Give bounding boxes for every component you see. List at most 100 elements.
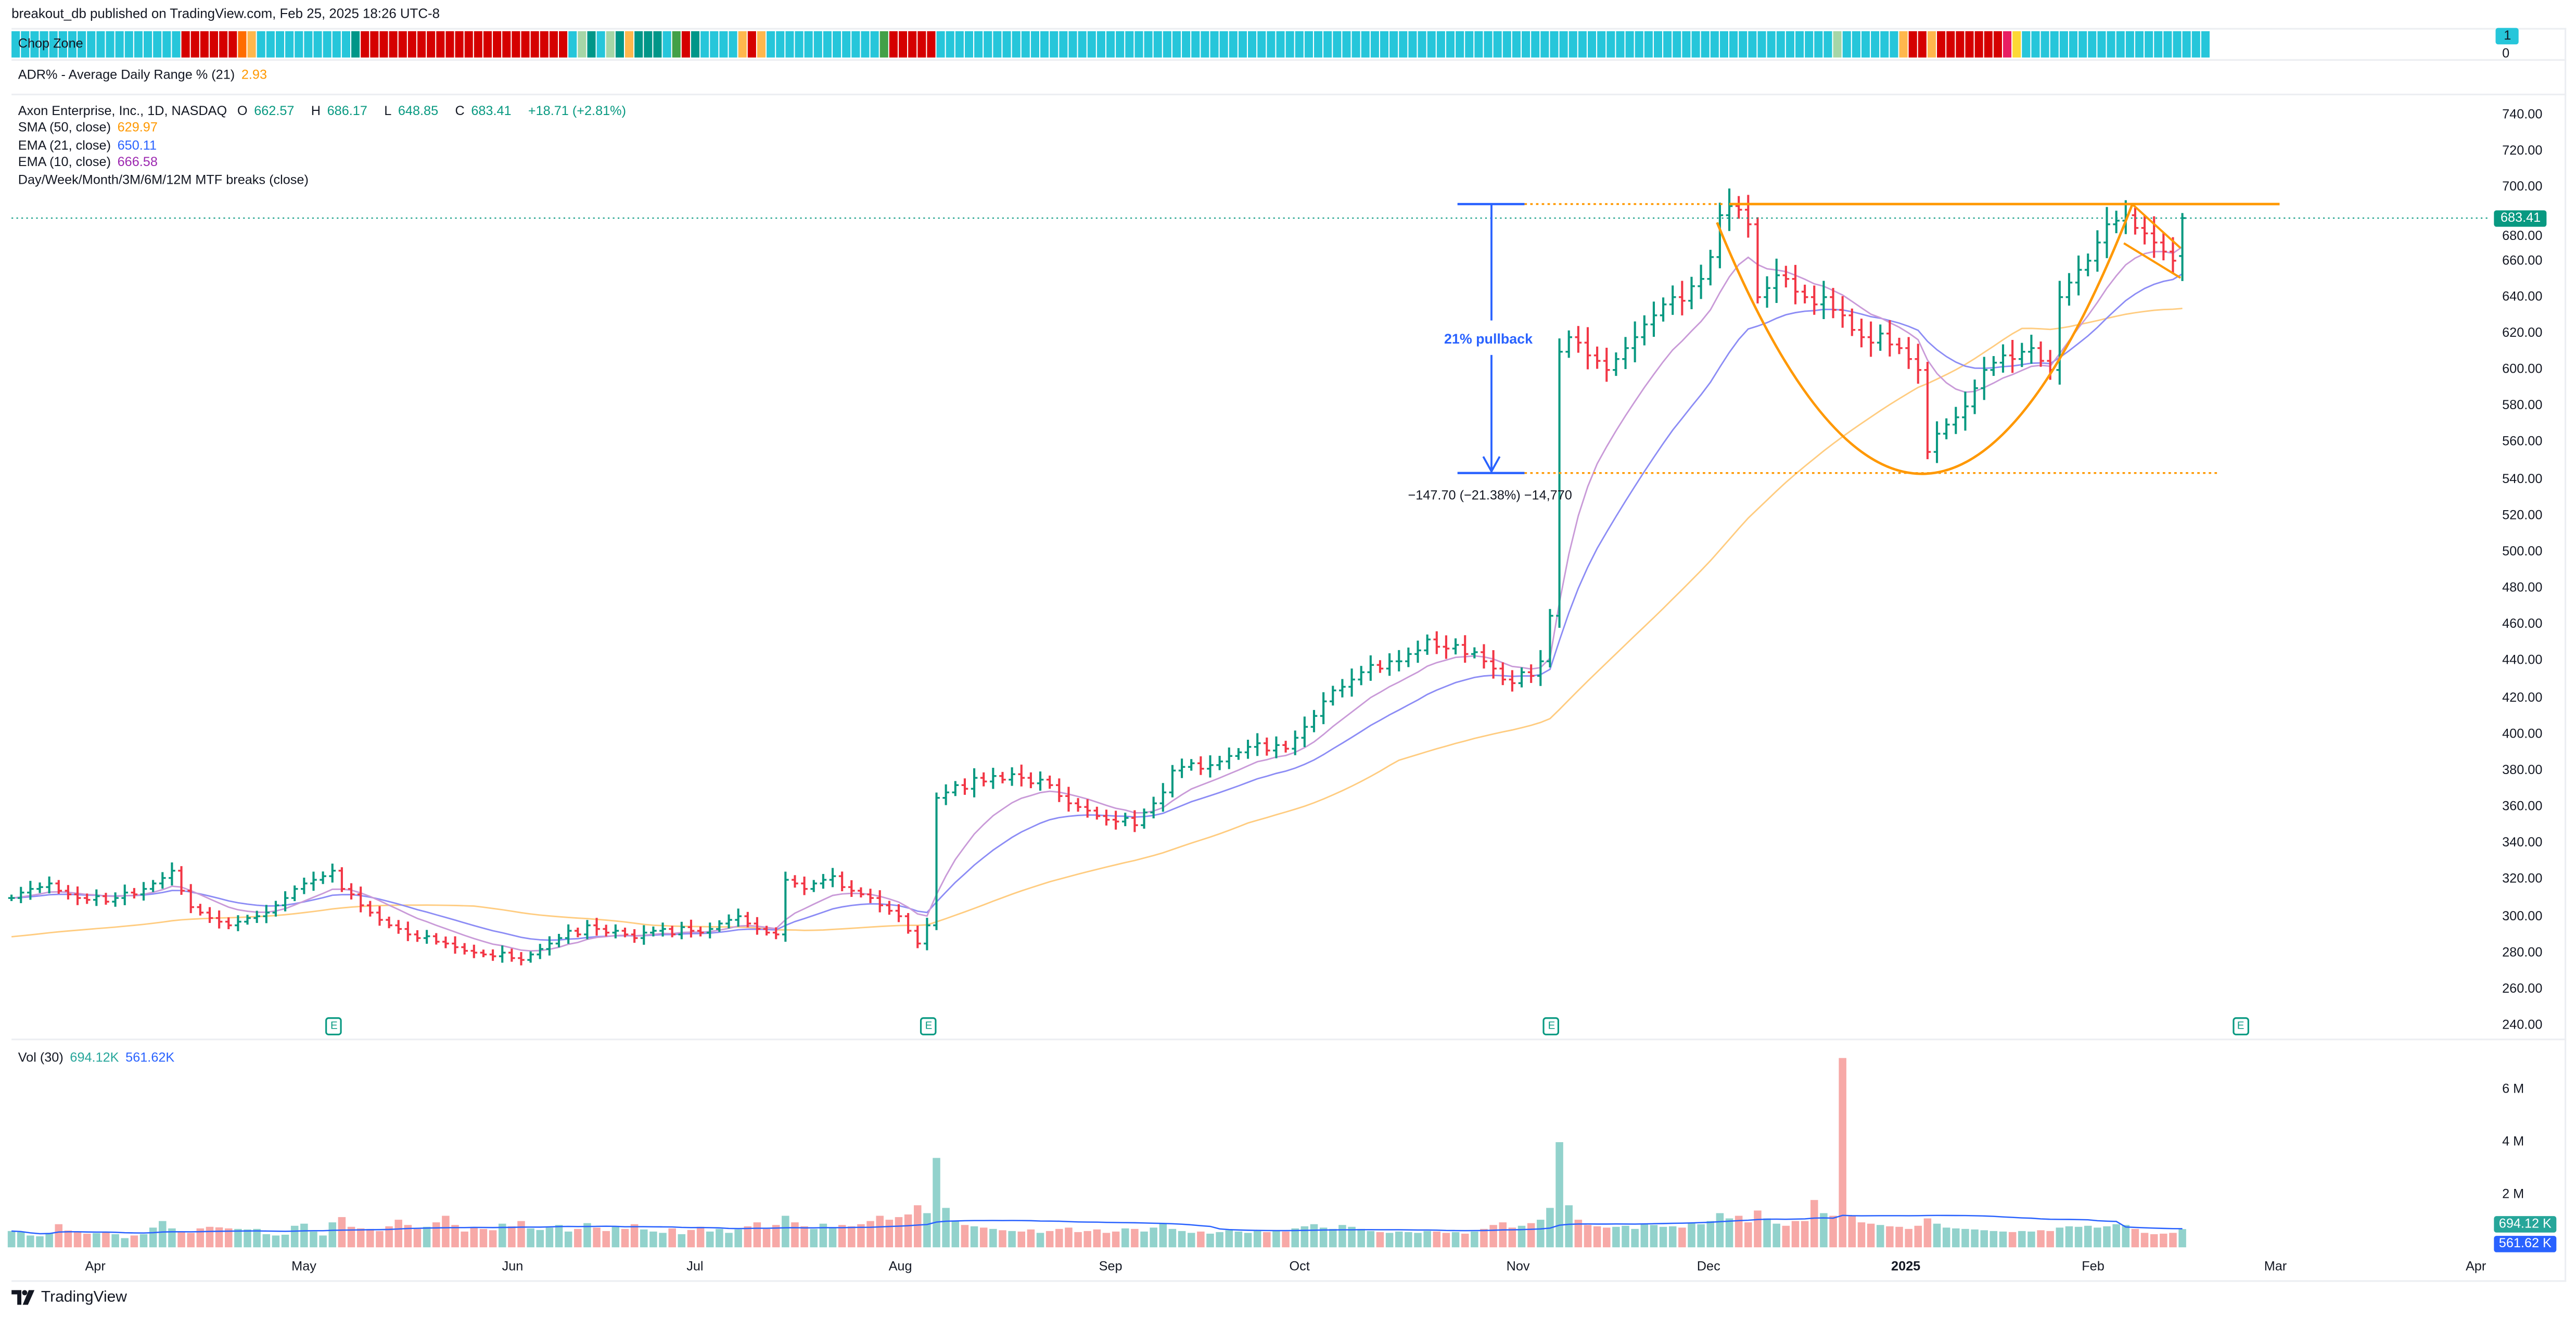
- chop-zone-cell: [776, 31, 785, 58]
- price-tick-label: 300.00: [2502, 908, 2543, 923]
- chop-zone-cell: [1229, 31, 1238, 58]
- chop-zone-cell: [58, 31, 67, 58]
- chop-zone-title: Chop Zone: [18, 36, 83, 51]
- volume-bar: [1282, 1231, 1290, 1248]
- chop-zone-cell: [936, 31, 945, 58]
- pullback-label[interactable]: 21% pullback: [1444, 330, 1533, 347]
- chop-zone-cell: [1267, 31, 1276, 58]
- time-tick-label: May: [291, 1259, 316, 1274]
- chop-zone-cell: [190, 31, 199, 58]
- chop-zone-cell: [1993, 31, 2002, 58]
- chop-zone-cell: [785, 31, 794, 58]
- chop-zone-cell: [341, 31, 350, 58]
- volume-bar: [376, 1231, 384, 1248]
- chop-zone-cell: [521, 31, 530, 58]
- volume-bar: [1131, 1229, 1139, 1248]
- pane-separator[interactable]: [11, 93, 2567, 96]
- ema21-line: [11, 273, 2183, 941]
- volume-bar: [1612, 1226, 1620, 1248]
- change-value: +18.71 (+2.81%): [528, 103, 627, 119]
- chop-zone-cell: [87, 31, 96, 58]
- volume-legend[interactable]: Vol (30) 694.12K 561.62K: [18, 1050, 181, 1067]
- chop-zone-cell: [1304, 31, 1313, 58]
- chop-zone-cell: [955, 31, 964, 58]
- volume-bar: [2018, 1231, 2026, 1248]
- volume-bar: [300, 1223, 308, 1248]
- volume-bar: [508, 1226, 516, 1248]
- chop-zone-cell: [1002, 31, 1011, 58]
- chop-zone-cell: [464, 31, 473, 58]
- chop-zone-cell: [1861, 31, 1870, 58]
- volume-bar: [451, 1225, 459, 1248]
- chop-zone-cell: [1059, 31, 1068, 58]
- mtf-label: Day/Week/Month/3M/6M/12M MTF breaks (clo…: [18, 171, 309, 187]
- volume-bar: [272, 1235, 280, 1248]
- earnings-marker-icon: E: [2232, 1017, 2249, 1035]
- pane-separator[interactable]: [11, 1039, 2567, 1041]
- chop-zone-cell: [2050, 31, 2059, 58]
- volume-bar: [2094, 1227, 2101, 1248]
- chop-zone-cell: [1484, 31, 1493, 58]
- volume-bar: [1508, 1227, 1516, 1248]
- chop-zone-cell: [398, 31, 407, 58]
- ema21-legend[interactable]: EMA (21, close) 650.11: [18, 137, 163, 154]
- moving-average-lines: [11, 246, 2183, 952]
- price-tick-label: 240.00: [2502, 1017, 2543, 1032]
- chop-zone-cell: [1550, 31, 1559, 58]
- volume-bar: [347, 1226, 355, 1248]
- volume-bar: [848, 1226, 856, 1248]
- adr-value: 2.93: [241, 67, 267, 82]
- chop-zone-cell: [1606, 31, 1615, 58]
- sma50-line: [11, 308, 2183, 938]
- mtf-legend[interactable]: Day/Week/Month/3M/6M/12M MTF breaks (clo…: [18, 172, 315, 188]
- chop-zone-cell: [1370, 31, 1379, 58]
- chop-zone-cell: [1257, 31, 1266, 58]
- pane-border: [11, 1280, 2567, 1282]
- drawings: [11, 202, 2491, 475]
- volume-bar: [149, 1227, 157, 1248]
- chop-zone-cell: [134, 31, 143, 58]
- chop-zone-cell: [96, 31, 105, 58]
- chop-zone-cell: [634, 31, 643, 58]
- chop-zone-cell: [1012, 31, 1021, 58]
- volume-bar: [1300, 1226, 1309, 1248]
- symbol-legend[interactable]: Axon Enterprise, Inc., 1D, NASDAQ O 662.5…: [18, 104, 633, 120]
- volume-bar: [442, 1215, 450, 1248]
- chop-zone-pane: [11, 31, 2210, 58]
- ema10-label: EMA (10, close): [18, 154, 111, 170]
- chop-zone-cell: [144, 31, 152, 58]
- chop-zone-cell: [1285, 31, 1294, 58]
- volume-bar: [64, 1230, 72, 1248]
- close-label: C: [455, 103, 465, 119]
- sma50-legend[interactable]: SMA (50, close) 629.97: [18, 120, 164, 136]
- chop-zone-cell: [1238, 31, 1247, 58]
- volume-bar: [1310, 1224, 1318, 1248]
- volume-bar: [828, 1227, 837, 1248]
- chop-zone-cell: [1153, 31, 1162, 58]
- pane-separator[interactable]: [11, 59, 2567, 61]
- time-tick-label: Apr: [2465, 1259, 2486, 1274]
- price-tick-label: 460.00: [2502, 616, 2543, 632]
- chop-zone-cell: [1719, 31, 1728, 58]
- chop-zone-cell: [879, 31, 888, 58]
- ema10-legend[interactable]: EMA (10, close) 666.58: [18, 155, 164, 171]
- volume-bar: [1395, 1231, 1403, 1248]
- time-tick-label: Sep: [1099, 1259, 1123, 1274]
- volume-bar: [1433, 1231, 1441, 1248]
- chop-zone-cell: [1050, 31, 1059, 58]
- volume-bar: [1678, 1227, 1686, 1248]
- chop-zone-cell: [833, 31, 841, 58]
- chop-zone-cell: [1786, 31, 1794, 58]
- open-value: 662.57: [254, 103, 295, 119]
- chop-zone-cell: [889, 31, 898, 58]
- chop-zone-cell: [1276, 31, 1285, 58]
- volume-bar: [73, 1232, 82, 1248]
- chop-zone-cell: [1040, 31, 1049, 58]
- chop-zone-cell: [275, 31, 285, 58]
- chop-zone-cell: [974, 31, 983, 58]
- volume-bar: [951, 1221, 960, 1248]
- chop-zone-cell: [1559, 31, 1568, 58]
- volume-bar: [545, 1227, 554, 1248]
- tradingview-logo[interactable]: TradingView: [11, 1288, 127, 1307]
